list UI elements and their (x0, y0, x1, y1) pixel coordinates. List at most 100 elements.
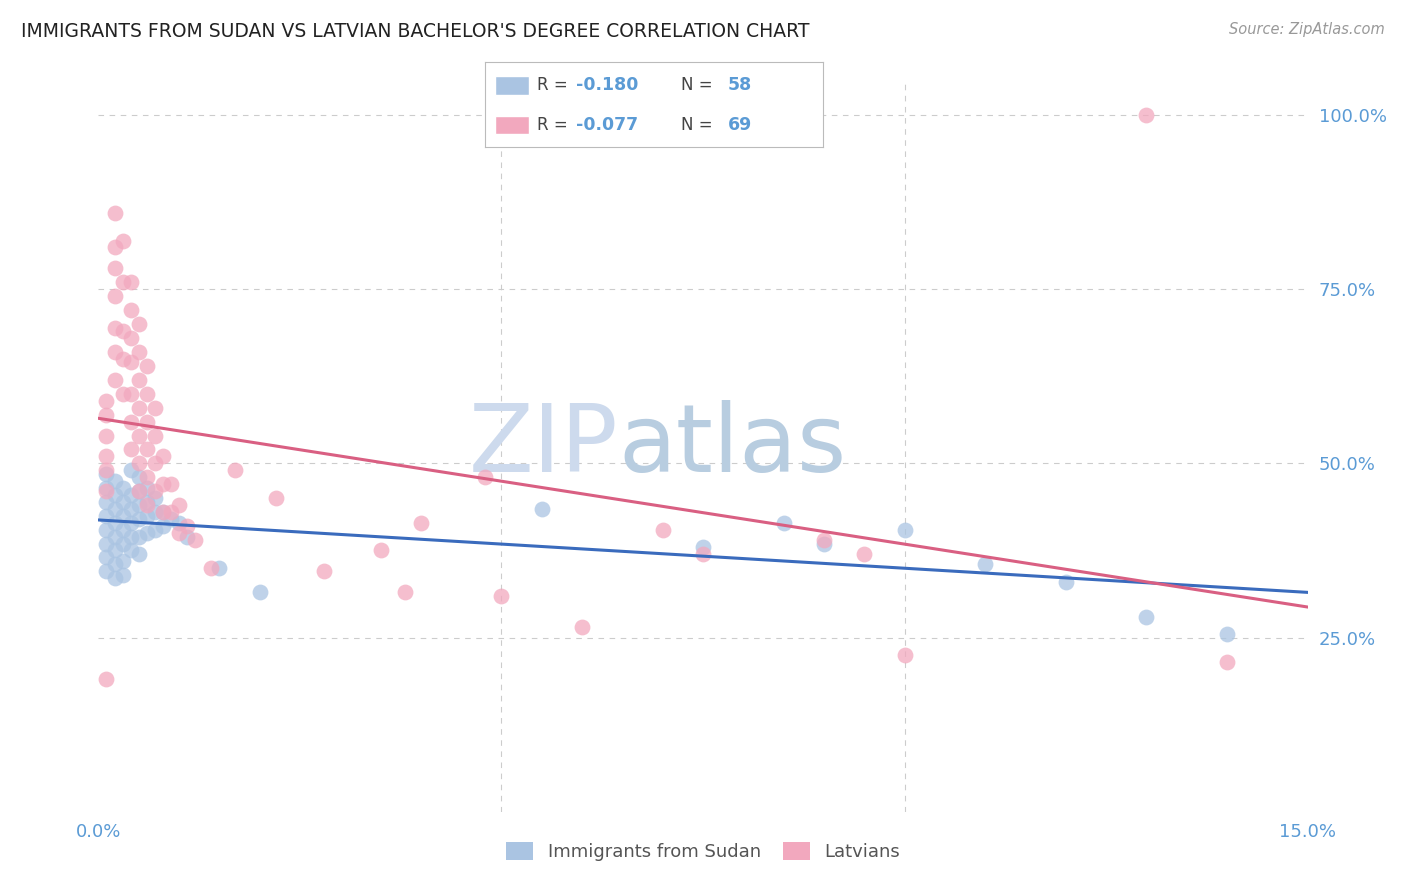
Text: R =: R = (537, 116, 574, 134)
Point (103, 240, 125, 254)
Text: 58: 58 (728, 77, 752, 95)
Point (120, 516, 142, 530)
Text: atlas: atlas (619, 400, 846, 492)
Point (143, 401, 166, 415)
Point (176, 530, 198, 544)
Legend: Immigrants from Sudan, Latvians: Immigrants from Sudan, Latvians (499, 835, 907, 869)
Point (128, 317, 150, 331)
Point (96, 428, 118, 442)
Point (120, 488, 142, 502)
Text: 69: 69 (728, 116, 752, 134)
Point (96, 508, 118, 523)
Point (135, 386, 157, 401)
Point (474, 470, 496, 484)
Point (120, 331, 142, 345)
Point (692, 540, 714, 554)
Point (96, 550, 118, 565)
Bar (495, 116, 529, 135)
Point (96, 408, 118, 422)
Point (128, 530, 150, 544)
Point (409, 516, 432, 530)
Point (974, 558, 997, 572)
Point (120, 415, 142, 429)
Point (167, 498, 190, 512)
Point (128, 457, 150, 471)
Text: Source: ZipAtlas.com: Source: ZipAtlas.com (1229, 22, 1385, 37)
Point (370, 543, 392, 558)
Point (135, 526, 157, 541)
Point (692, 547, 714, 561)
Point (111, 523, 134, 537)
Point (772, 516, 794, 530)
Point (128, 484, 150, 499)
Point (103, 558, 125, 572)
Point (143, 505, 166, 519)
Bar (495, 76, 529, 95)
Point (152, 450, 174, 464)
Point (128, 401, 150, 415)
Point (160, 477, 183, 491)
Point (200, 561, 222, 575)
Point (120, 386, 142, 401)
Point (111, 567, 134, 582)
Text: N =: N = (681, 77, 717, 95)
Point (103, 289, 125, 303)
Point (1216, 655, 1239, 669)
Point (96, 673, 118, 687)
Point (96, 450, 118, 464)
Point (111, 386, 134, 401)
Point (111, 508, 134, 523)
Point (120, 355, 142, 369)
Point (530, 501, 553, 516)
Point (96, 393, 118, 408)
Point (128, 428, 150, 442)
Point (135, 442, 157, 457)
Point (152, 505, 174, 519)
Point (111, 481, 134, 495)
Point (103, 373, 125, 387)
Point (103, 516, 125, 530)
Point (128, 373, 150, 387)
Point (143, 523, 166, 537)
Point (152, 519, 174, 533)
Point (96, 536, 118, 550)
Point (120, 543, 142, 558)
Point (135, 359, 157, 373)
Point (128, 498, 150, 512)
Point (143, 491, 166, 506)
Point (111, 536, 134, 550)
Point (103, 205, 125, 219)
Text: -0.077: -0.077 (576, 116, 638, 134)
Point (96, 463, 118, 477)
Point (120, 463, 142, 477)
Text: -0.180: -0.180 (576, 77, 638, 95)
Point (103, 571, 125, 585)
Point (111, 275, 134, 289)
Point (160, 512, 183, 526)
Point (128, 470, 150, 484)
Point (103, 320, 125, 334)
Point (111, 324, 134, 338)
Point (1135, 108, 1157, 122)
Point (111, 494, 134, 508)
Point (128, 484, 150, 499)
Point (96, 565, 118, 579)
Point (264, 491, 287, 506)
Point (128, 512, 150, 526)
Point (314, 565, 336, 579)
Point (103, 345, 125, 359)
Point (111, 554, 134, 568)
Point (893, 523, 915, 537)
Point (176, 519, 198, 533)
Point (651, 523, 673, 537)
Point (152, 505, 174, 519)
Point (111, 351, 134, 366)
Point (135, 470, 157, 484)
Point (1054, 574, 1077, 589)
Point (103, 543, 125, 558)
Text: IMMIGRANTS FROM SUDAN VS LATVIAN BACHELOR'S DEGREE CORRELATION CHART: IMMIGRANTS FROM SUDAN VS LATVIAN BACHELO… (21, 22, 810, 41)
Point (1216, 627, 1239, 641)
Point (96, 467, 118, 481)
Point (103, 488, 125, 502)
Point (135, 508, 157, 523)
